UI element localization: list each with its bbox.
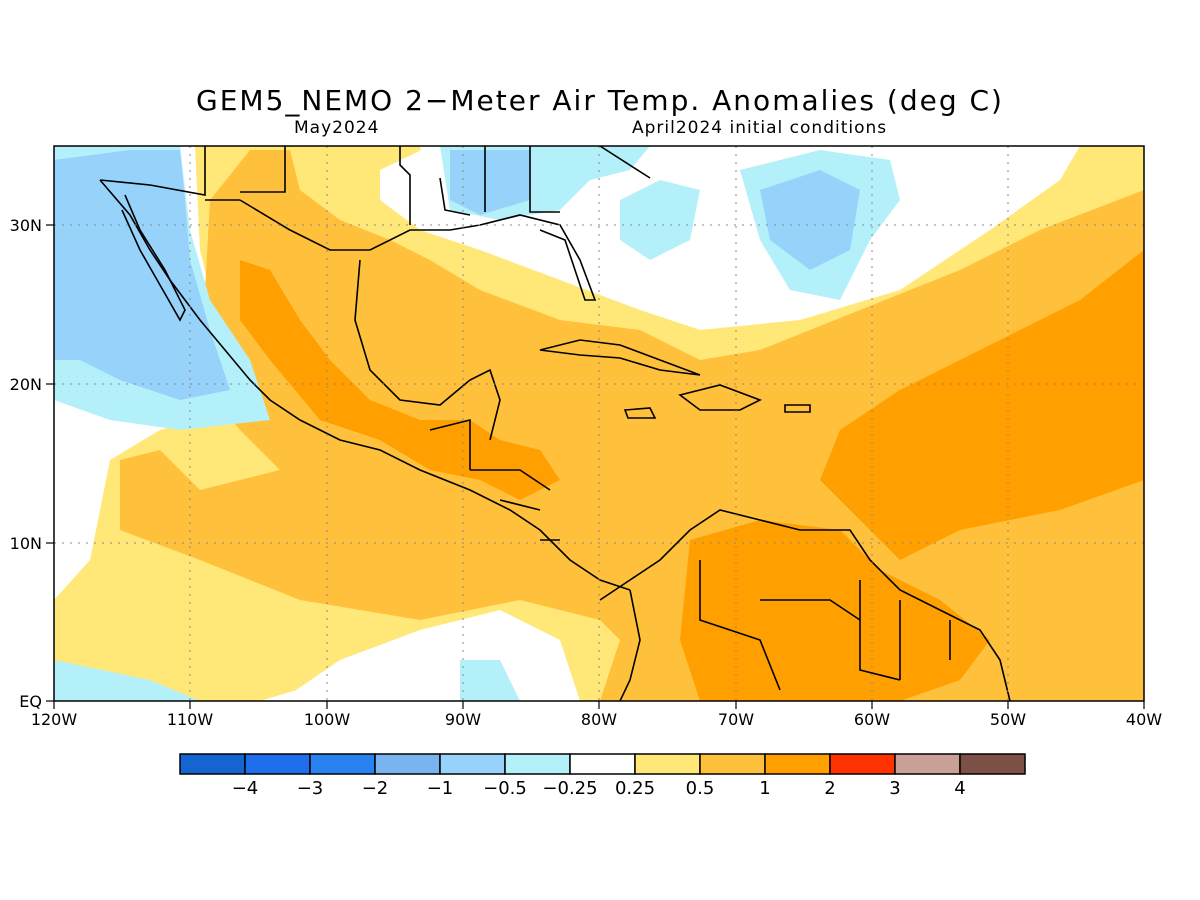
- coastline-jamaica: [623, 407, 657, 419]
- anomaly-region-1-south-america: [680, 520, 990, 701]
- anomaly-region-1: [240, 260, 560, 500]
- anomaly-region-1-atlantic: [820, 250, 1144, 560]
- colorbar-label: −3: [297, 778, 324, 799]
- x-tick-label: 100W: [304, 710, 351, 729]
- coastlines: [99, 146, 1011, 701]
- axis-ticks: [46, 224, 1145, 709]
- colorbar-swatch: [764, 753, 831, 775]
- colorbar-label: 2: [824, 778, 835, 799]
- x-tick-label: 80W: [581, 710, 617, 729]
- colorbar-swatch: [569, 753, 636, 775]
- colorbar-swatch: [309, 753, 376, 775]
- colorbar-swatch: [829, 753, 896, 775]
- coastline-hispaniola: [678, 384, 762, 411]
- colorbar-label: −2: [362, 778, 389, 799]
- y-axis-labels: 30N 20N 10N EQ: [10, 216, 42, 711]
- x-tick-label: 120W: [31, 710, 78, 729]
- colorbar-label: 3: [889, 778, 900, 799]
- forecast-month: May2024: [294, 118, 380, 138]
- colorbar-label: −0.5: [483, 778, 527, 799]
- colorbar-swatch: [959, 753, 1026, 775]
- colorbar-label: 0.25: [615, 778, 655, 799]
- coastline-gulf-west: [354, 259, 501, 441]
- colorbar-label: −1: [427, 778, 454, 799]
- anomaly-region-neg-atlantic: [620, 180, 700, 260]
- anomaly-region-neg-southeast-us-2: [450, 150, 530, 215]
- x-tick-label: 40W: [1126, 710, 1162, 729]
- colorbar-swatch: [634, 753, 701, 775]
- x-tick-label: 70W: [718, 710, 754, 729]
- border-us-mexico: [99, 146, 286, 201]
- gridlines: [54, 146, 1144, 701]
- y-tick-label: 10N: [10, 534, 42, 553]
- coastline-baja: [121, 194, 186, 322]
- map-title: GEM5_NEMO 2−Meter Air Temp. Anomalies (d…: [196, 84, 1004, 117]
- x-tick-label: 110W: [167, 710, 214, 729]
- coastline-gulf: [239, 199, 597, 301]
- border-south-america: [699, 560, 951, 691]
- anomaly-region-neg-atlantic-3: [760, 170, 860, 270]
- anomaly-fields: [54, 146, 1144, 701]
- anomaly-region-0.5: [120, 150, 1144, 701]
- y-tick-label: 20N: [10, 375, 42, 394]
- colorbar-label: −4: [232, 778, 259, 799]
- border-us-states: [399, 146, 651, 225]
- colorbar-label: 4: [954, 778, 965, 799]
- colorbar-swatch: [244, 753, 311, 775]
- x-tick-label: 60W: [854, 710, 890, 729]
- initial-conditions: April2024 initial conditions: [632, 118, 888, 138]
- y-tick-label: 30N: [10, 216, 42, 235]
- coastline-south-america-west: [619, 589, 641, 701]
- colorbar-swatch: [179, 753, 246, 775]
- coastline-puerto-rico: [784, 404, 811, 413]
- x-tick-label: 50W: [990, 710, 1026, 729]
- x-axis-labels: 120W 110W 100W 90W 80W 70W 60W 50W 40W: [31, 710, 1162, 729]
- y-tick-label: EQ: [19, 692, 42, 711]
- border-central-america: [429, 418, 560, 541]
- colorbar-swatch: [894, 753, 961, 775]
- colorbar-label: 1: [759, 778, 770, 799]
- colorbar-label: 0.5: [686, 778, 715, 799]
- x-tick-label: 90W: [445, 710, 481, 729]
- colorbar-swatch: [374, 753, 441, 775]
- colorbar-label: −0.25: [542, 778, 597, 799]
- anomaly-region-neg-0.5: [54, 150, 230, 400]
- coastline-south-america: [599, 509, 1011, 701]
- coastline-cuba: [539, 339, 701, 376]
- colorbar-swatch: [699, 753, 766, 775]
- anomaly-region-neg-galapagos: [460, 660, 520, 701]
- anomaly-region-neg-south-pacific: [54, 660, 200, 701]
- colorbar-swatch: [504, 753, 571, 775]
- colorbar-swatch: [439, 753, 506, 775]
- colorbar: −4 −3 −2 −1 −0.5 −0.25 0.25 0.5 1 2 3 4: [179, 753, 1026, 799]
